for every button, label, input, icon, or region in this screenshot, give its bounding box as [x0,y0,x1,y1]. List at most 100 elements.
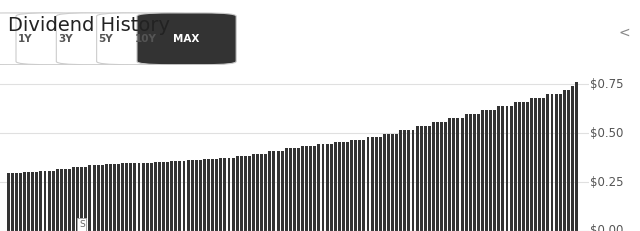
Bar [195,160,198,231]
Bar [314,146,316,231]
Bar [276,151,280,231]
Bar [330,144,333,231]
Text: $0.50: $0.50 [591,127,624,140]
Bar [408,130,410,231]
Bar [338,142,341,231]
Bar [154,161,157,231]
Bar [387,134,390,231]
Text: 10Y: 10Y [135,34,157,44]
Text: $0.00: $0.00 [591,225,624,231]
Bar [88,165,92,231]
Bar [125,164,128,231]
Bar [166,161,169,231]
Bar [526,102,529,231]
Text: 1Y: 1Y [18,34,33,44]
Bar [326,144,328,231]
Bar [485,110,488,231]
Bar [522,102,525,231]
Bar [281,151,284,231]
Bar [232,158,234,231]
Text: $0.25: $0.25 [591,176,624,188]
Bar [567,90,570,231]
Bar [256,154,259,231]
Bar [317,144,321,231]
Bar [260,154,263,231]
Bar [305,146,308,231]
Bar [502,106,504,231]
Bar [236,156,239,231]
Bar [534,98,537,231]
Bar [109,164,112,231]
FancyBboxPatch shape [16,13,115,65]
Bar [141,163,145,231]
Bar [509,106,513,231]
Bar [158,161,161,231]
Text: Dividend History: Dividend History [8,16,170,35]
Bar [309,146,312,231]
Bar [358,140,362,231]
Bar [355,140,357,231]
Bar [244,156,247,231]
Bar [162,161,165,231]
Bar [174,161,177,231]
Bar [506,106,509,231]
Bar [301,146,304,231]
Bar [220,158,222,231]
Bar [35,172,38,231]
Bar [268,151,271,231]
Bar [227,158,230,231]
Bar [468,114,472,231]
Bar [207,159,210,231]
Text: <: < [619,25,630,39]
Text: S: S [79,220,84,229]
Bar [187,160,189,231]
Bar [403,130,406,231]
Bar [424,126,427,231]
Bar [47,171,51,231]
Bar [342,142,345,231]
Bar [489,110,492,231]
Bar [481,110,484,231]
Bar [285,148,288,231]
Bar [415,126,419,231]
Bar [60,169,63,231]
Bar [374,137,378,231]
Bar [273,151,275,231]
Bar [518,102,521,231]
Bar [555,94,557,231]
Bar [436,122,439,231]
Bar [571,86,574,231]
Bar [297,148,300,231]
Bar [121,164,124,231]
Bar [113,164,116,231]
Bar [19,173,22,231]
Bar [383,134,386,231]
Bar [215,159,218,231]
Bar [465,114,468,231]
Bar [199,160,202,231]
Text: 5Y: 5Y [99,34,113,44]
Bar [575,82,578,231]
Bar [191,160,194,231]
Bar [493,110,496,231]
Bar [321,144,324,231]
Bar [391,134,394,231]
Bar [379,137,381,231]
Bar [395,134,398,231]
Text: MAX: MAX [173,34,200,44]
Bar [117,164,120,231]
Bar [334,142,337,231]
Bar [138,163,141,231]
Text: $0.75: $0.75 [591,78,624,91]
Bar [371,137,374,231]
Bar [146,163,148,231]
Bar [76,167,79,231]
Bar [31,172,34,231]
Bar [346,142,349,231]
Bar [367,137,369,231]
Bar [23,172,26,231]
Bar [473,114,476,231]
Bar [97,165,100,231]
Bar [11,173,13,231]
Bar [264,154,268,231]
